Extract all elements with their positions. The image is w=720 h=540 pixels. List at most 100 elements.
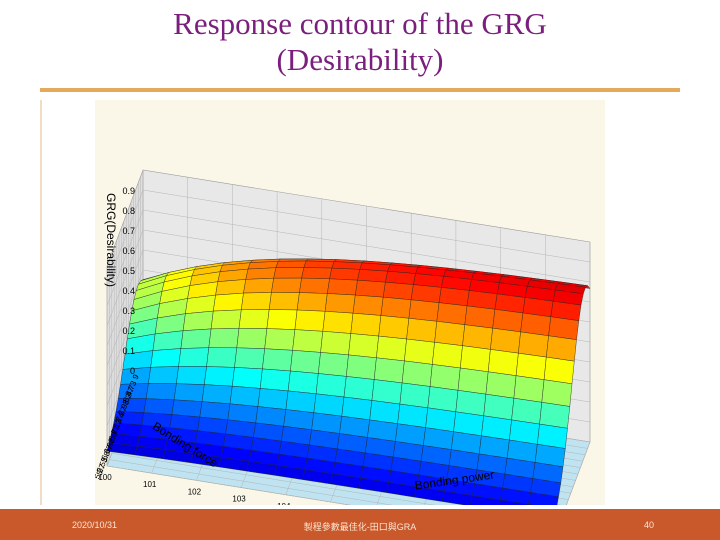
surface-patch [355,279,386,298]
surface-patch [543,356,575,385]
surface-patch [373,357,405,384]
surface-patch [429,364,461,391]
surface-patch [150,348,182,368]
surface-patch [201,384,233,405]
surface-patch [343,376,375,401]
surface-patch [432,342,463,369]
surface-patch [436,302,468,325]
z-tick-label: 0.7 [122,226,135,236]
surface-patch [406,318,438,343]
surface-patch [287,370,319,395]
surface-patch [208,328,240,349]
surface-patch [470,495,501,505]
surface-patch [178,347,210,367]
surface-patch [515,352,547,380]
surface-patch [541,379,573,407]
surface-patch [292,329,324,353]
surface-patch [499,499,529,505]
surface-patch [327,278,358,296]
surface-patch [487,349,519,376]
surface-patch [320,331,352,356]
surface-patch [382,281,414,301]
surface-patch [464,305,496,329]
surface-patch [485,371,517,399]
surface-patch [241,292,272,311]
surface-patch [397,403,429,428]
surface-patch [173,383,205,402]
surface-patch [404,338,435,365]
surface-patch [401,360,433,387]
y-gridline [109,259,393,505]
surface-patch [376,335,407,362]
surface-patch [513,375,545,403]
surface-patch [296,292,328,312]
surface-patch [199,401,231,421]
surface-patch [483,393,515,421]
surface-patch [460,345,491,373]
footer-page-number: 40 [643,520,654,530]
surface-patch [236,328,268,349]
footer-center-text: 製程參數最佳化-田口與GRA [303,522,417,532]
surface-patch [539,402,571,429]
surface-patch [257,388,289,410]
y-tick-label: 5.8 [99,449,112,463]
surface-patch [322,311,354,334]
surface-patch [171,399,203,418]
surface-patch [490,327,521,354]
x-tick-label: 102 [188,487,202,496]
surface-patch [152,330,184,351]
surface-patch [492,309,524,333]
surface-patch [145,383,177,401]
y-gridline [106,266,351,505]
surface-patch [511,397,543,425]
surface-patch [213,292,244,312]
surface-patch [262,348,293,372]
footer-date: 2020/10/31 [72,520,118,530]
surface-patch [348,333,379,359]
surface-patch [238,309,270,329]
surface-patch [434,321,466,346]
surface-patch [206,347,238,368]
surface-chart: 0 0.1 0.2 0.3 0.4 0.5 0.6 0.7 0.8 0.9 100 101 102 103… [95,169,591,505]
slide-title-line-2: (Desirability) [276,42,444,77]
surface-patch [243,277,274,294]
z-tick-label: 0.3 [122,306,135,316]
surface-patch [329,267,361,281]
surface-patch [455,390,487,417]
surface-patch [234,347,265,370]
left-margin-rule [40,100,42,505]
z-tick-label: 0.9 [122,186,135,196]
surface-patch [357,269,388,283]
surface-patch [290,350,321,374]
surface-patch [371,379,403,405]
surface-patch [229,385,261,407]
surface-patch [303,260,335,269]
y-tick-label: 9 [131,373,141,381]
surface-patch [180,328,212,349]
slide-title: Response contour of the GRG (Desirabilit… [0,6,720,78]
surface-patch [301,267,333,280]
z-tick-label: 0.1 [122,346,135,356]
surface-patch [148,366,179,384]
surface-patch [457,367,489,395]
surface-patch [462,324,493,350]
surface-patch [232,367,263,389]
footer-bar: 2020/10/31 製程參數最佳化-田口與GRA 40 [0,509,720,540]
surface-patch [143,398,175,415]
surface-patch [546,335,577,362]
surface-patch [294,309,326,332]
surface-patch [527,504,534,505]
surface-patch [268,292,300,311]
slide-title-line-1: Response contour of the GRG [173,6,547,41]
x-tick-label: 103 [232,495,246,504]
y-tick-label: 5 [95,469,105,477]
surface-patch [176,366,207,385]
surface-patch [518,331,549,358]
surface-patch [346,354,377,380]
surface-patch [318,352,349,377]
y-tick-label: 8.2 [121,392,134,406]
surface-patch [352,294,384,316]
surface-patch [313,393,345,417]
z-tick-label: 0.5 [122,266,135,276]
x-tick-label: 104 [277,502,291,505]
